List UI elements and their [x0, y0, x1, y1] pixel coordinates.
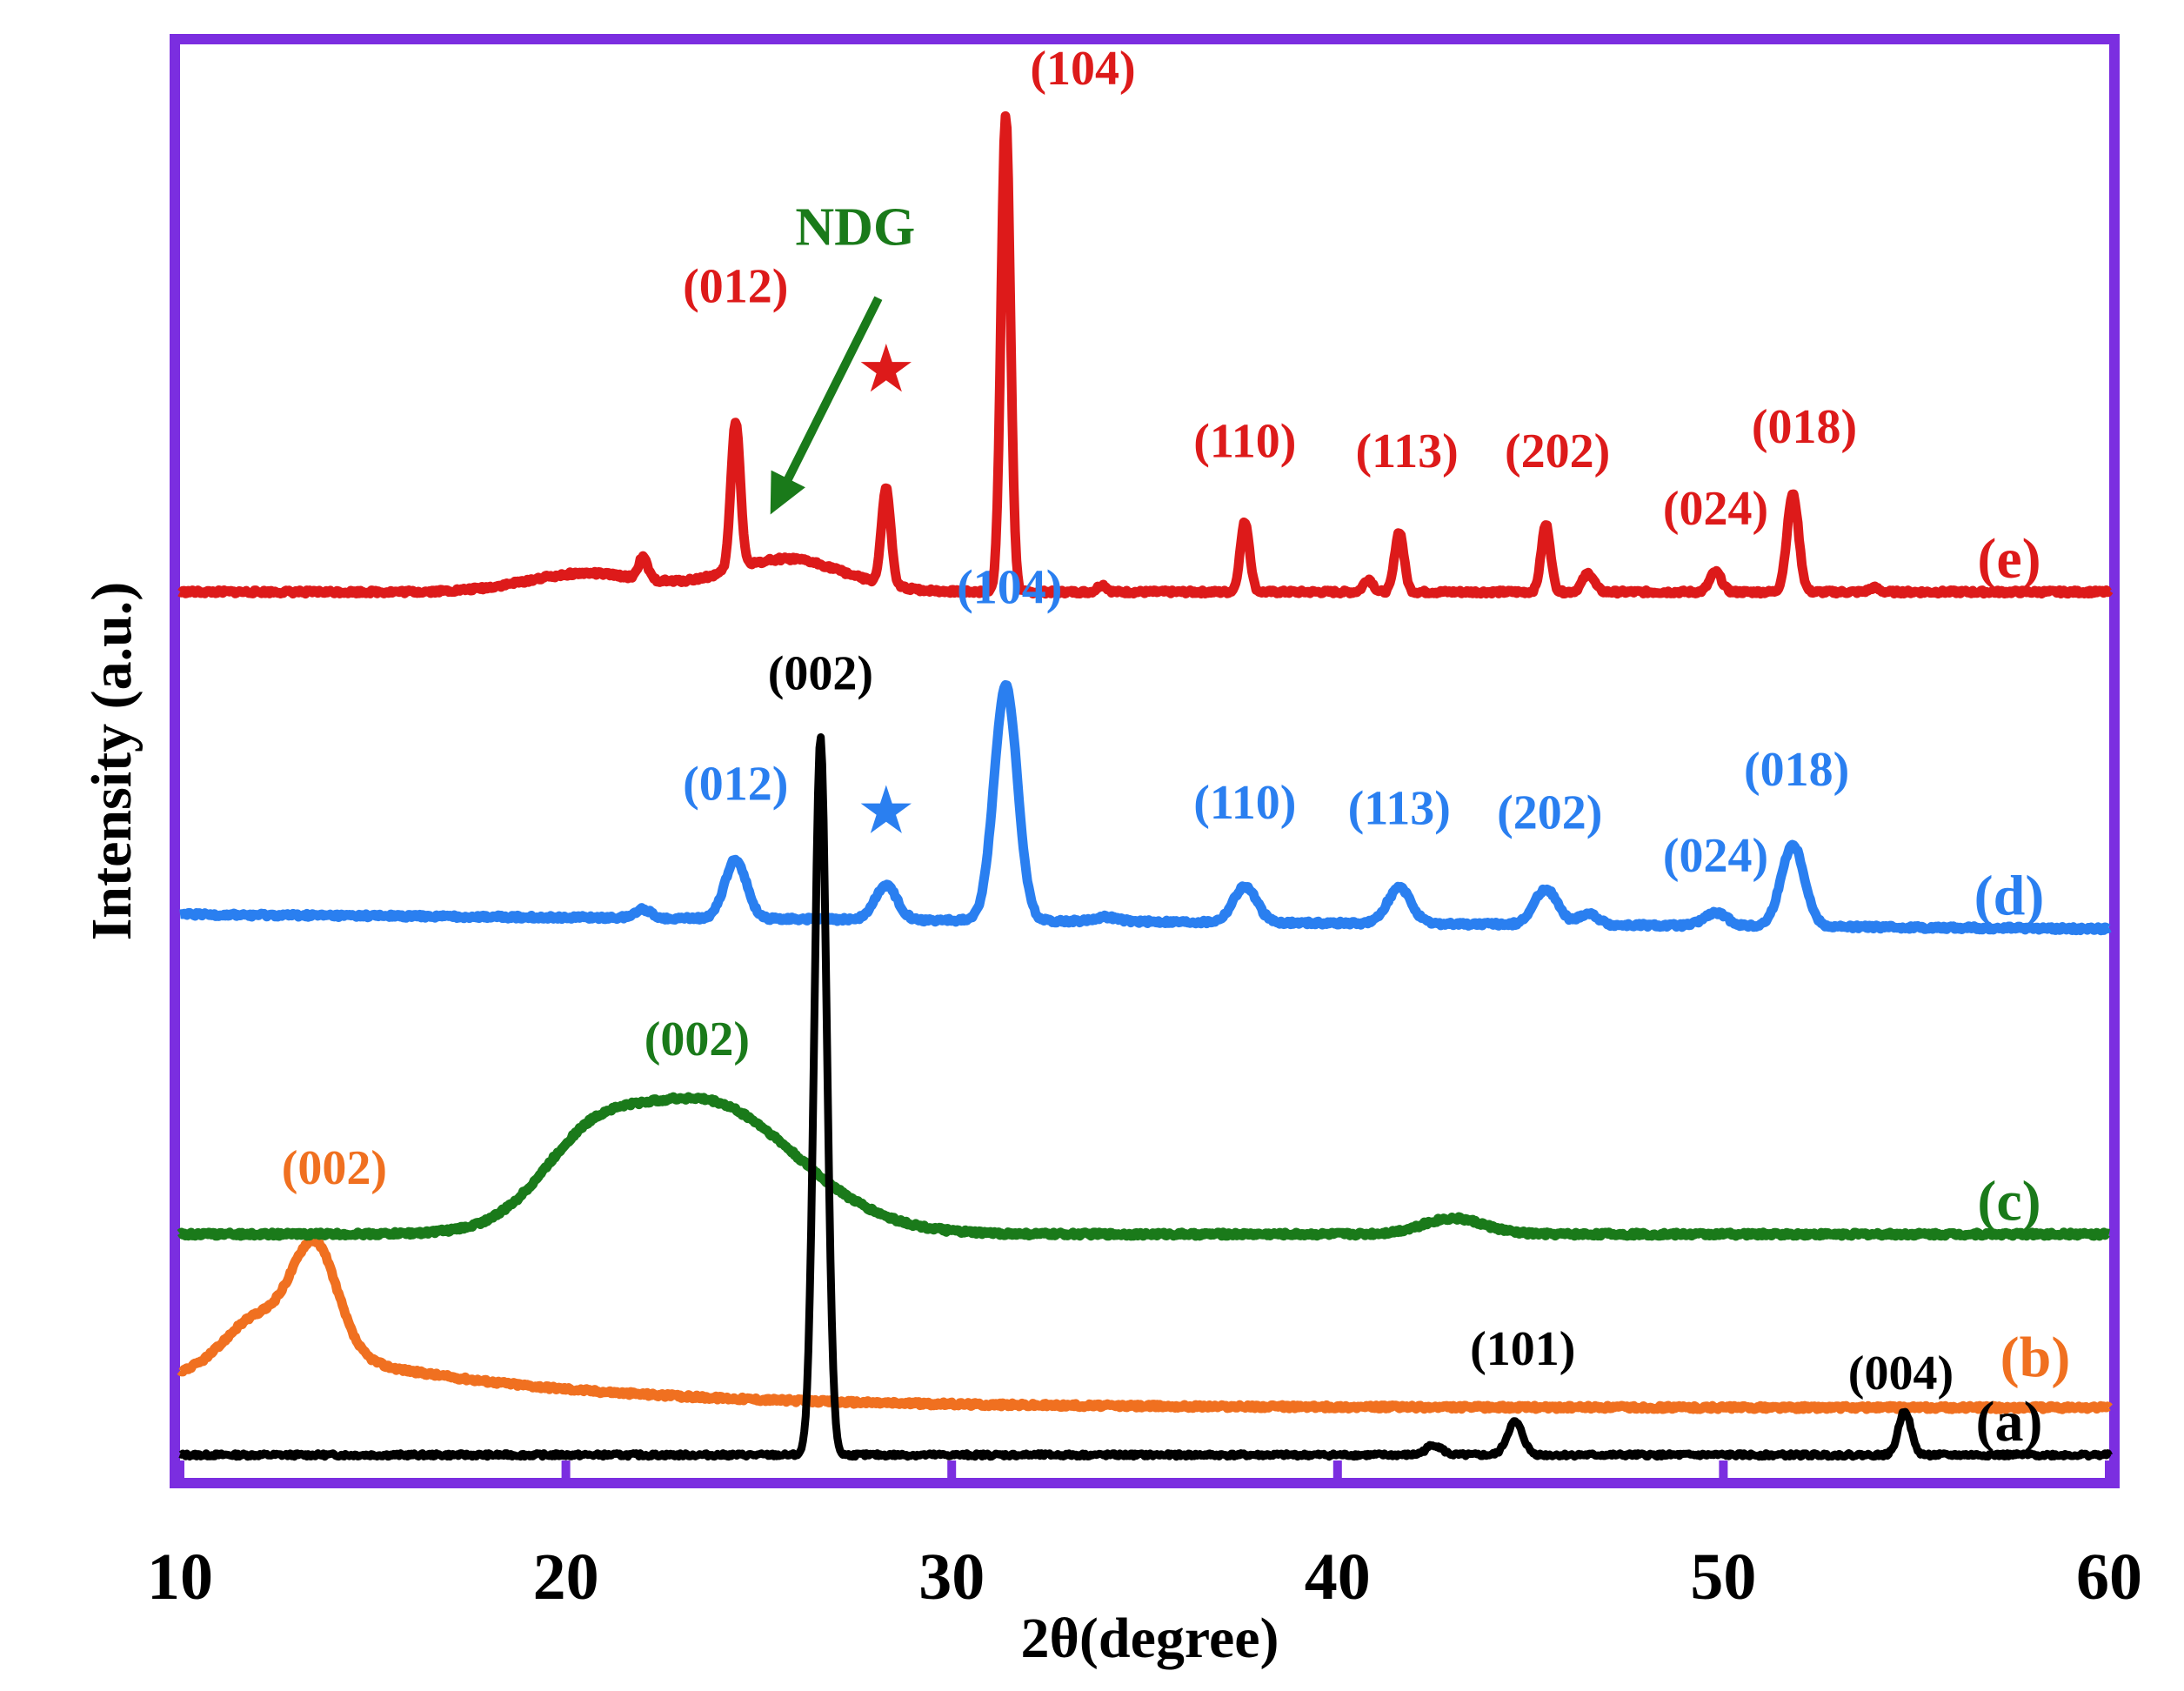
- peak-label: (101): [1470, 1322, 1575, 1376]
- peak-label: (012): [683, 757, 788, 811]
- series-line-d: [177, 679, 2113, 936]
- peak-label: (018): [1744, 743, 1849, 797]
- ndg-arrow-head: [770, 470, 805, 515]
- series-line-a: [177, 733, 2113, 1461]
- series-line-c: [177, 1092, 2113, 1241]
- x-tick-label: 50: [1690, 1541, 1756, 1614]
- series-label-b: (b): [2000, 1326, 2071, 1389]
- peak-label: (202): [1497, 785, 1602, 839]
- ndg-label: NDG: [795, 198, 915, 257]
- peak-label: (002): [282, 1141, 387, 1195]
- peak-label: (113): [1348, 782, 1451, 836]
- series-line-b: [177, 1235, 2113, 1414]
- peak-label: (002): [768, 647, 873, 701]
- x-tick-label: 60: [2076, 1541, 2142, 1614]
- peak-label: (202): [1505, 424, 1610, 478]
- peak-label: (002): [645, 1013, 750, 1066]
- peak-label: (004): [1848, 1347, 1954, 1400]
- phase-star-marker: ★: [857, 330, 916, 407]
- y-axis-title: Intensity (a.u.): [80, 582, 144, 941]
- x-tick-label: 10: [147, 1541, 213, 1614]
- ndg-arrow-shaft: [779, 296, 883, 491]
- x-tick-label: 20: [533, 1541, 599, 1614]
- peak-label: (104): [957, 561, 1062, 615]
- peak-label: (110): [1193, 776, 1296, 830]
- plot-frame: [170, 34, 2120, 1488]
- phase-star-marker: ★: [857, 771, 916, 848]
- peak-label: (104): [1030, 42, 1135, 96]
- x-axis-title: 2θ(degree): [1020, 1607, 1279, 1670]
- series-line-e: [177, 110, 2114, 599]
- peak-label: (110): [1193, 415, 1296, 469]
- x-tick-label: 40: [1305, 1541, 1371, 1614]
- peak-label: (012): [683, 260, 788, 314]
- series-label-d: (d): [1974, 864, 2045, 927]
- peak-label: (113): [1356, 424, 1459, 478]
- x-tick-label: 30: [918, 1541, 985, 1614]
- peak-label: (024): [1663, 482, 1768, 536]
- series-label-a: (a): [1976, 1390, 2043, 1454]
- peak-label: (024): [1663, 829, 1768, 883]
- series-label-e: (e): [1977, 527, 2040, 591]
- series-label-c: (c): [1977, 1169, 2040, 1233]
- peak-label: (018): [1752, 400, 1857, 454]
